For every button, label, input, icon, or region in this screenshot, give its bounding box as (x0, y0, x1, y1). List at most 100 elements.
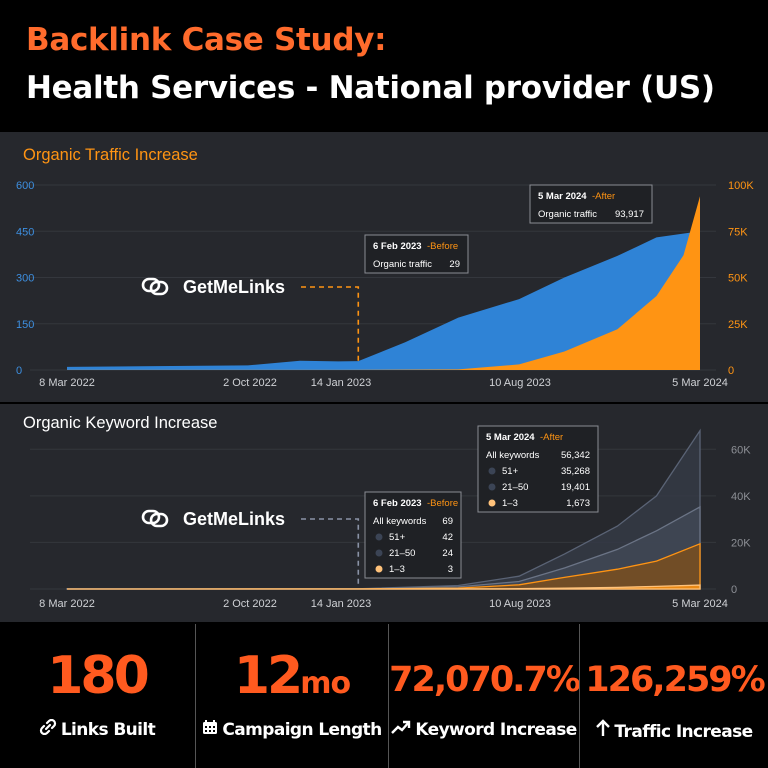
tooltip-row-label: 21–50 (502, 482, 528, 493)
brand-name: GetMeLinks (183, 509, 285, 529)
brand-name: GetMeLinks (183, 277, 285, 297)
stat-value-row: 12mo (196, 646, 388, 706)
tooltip-row-label: 1–3 (502, 498, 518, 509)
x-tick: 8 Mar 2022 (39, 377, 95, 389)
x-tick: 10 Aug 2023 (489, 377, 551, 389)
x-tick: 5 Mar 2024 (672, 377, 728, 389)
tooltip-row-value: 19,401 (561, 482, 590, 493)
stat-label: Keyword Increase (415, 720, 577, 740)
traffic-series-blue (67, 231, 700, 370)
keyword-chart: 0 20K 40K 60K 8 Mar 2022 2 Oct 2022 14 Jan 202… (30, 425, 751, 610)
stat-value: 12 (233, 646, 303, 706)
arrow-up-icon (596, 719, 611, 742)
legend-dot (375, 533, 383, 541)
stat-traffic-increase: 126,259% Traffic Increase (579, 624, 768, 768)
stats-bar: 180 Links Built 12mo Campaign Length 72,… (0, 624, 768, 768)
tooltip-row-label: 51+ (502, 466, 519, 477)
tooltip-row-value: 29 (449, 259, 460, 270)
tooltip-tag: -After (540, 432, 563, 443)
x-tick: 14 Jan 2023 (311, 598, 372, 610)
x-tick: 5 Mar 2024 (672, 598, 728, 610)
tooltip-row-label: All keywords (486, 450, 540, 461)
y-right-tick: 50K (728, 273, 748, 285)
link-icon (39, 718, 57, 740)
tooltip-row-label: All keywords (373, 516, 427, 527)
stat-label-row: Traffic Increase (580, 719, 768, 742)
y-right-tick: 75K (728, 226, 748, 238)
y-left-tick: 300 (16, 273, 34, 285)
case-study-title: Backlink Case Study: (26, 22, 387, 58)
x-tick: 14 Jan 2023 (311, 377, 372, 389)
tooltip-row-label: 51+ (389, 532, 406, 543)
legend-dot (488, 467, 496, 475)
traffic-series-orange (67, 196, 700, 370)
stat-label: Traffic Increase (614, 722, 753, 742)
tooltip-row-label: 21–50 (389, 548, 415, 559)
stat-value: 180 (47, 646, 150, 706)
chart-tooltip: 5 Mar 2024 -After Organic traffic 93,917 (529, 184, 653, 224)
tooltip-row-value: 3 (448, 564, 453, 575)
trend-up-icon (391, 719, 411, 740)
y-right-tick: 60K (731, 444, 751, 456)
tooltip-row-value: 69 (442, 516, 453, 527)
chart-tooltip: 6 Feb 2023 -Before Organic traffic 29 (364, 234, 469, 274)
brand-logo: GetMeLinks (141, 277, 360, 362)
x-tick: 10 Aug 2023 (489, 598, 551, 610)
brand-logo: GetMeLinks (141, 509, 360, 586)
stat-campaign-length: 12mo Campaign Length (195, 624, 388, 768)
tooltip-row-value: 35,268 (561, 466, 590, 477)
x-tick: 2 Oct 2022 (223, 598, 277, 610)
y-left-tick: 150 (16, 319, 34, 331)
stat-links-built: 180 Links Built (0, 624, 194, 768)
tooltip-row-value: 24 (442, 548, 453, 559)
x-tick: 2 Oct 2022 (223, 377, 277, 389)
tooltip-tag: -Before (427, 498, 458, 509)
keyword-chart-panel: Organic Keyword Increase 0 20K 40K 60K 8 Mar… (0, 404, 768, 622)
stat-label-row: Keyword Increase (389, 719, 579, 740)
tooltip-row-label: Organic traffic (538, 209, 597, 220)
stat-label: Campaign Length (222, 720, 382, 740)
calendar-icon (202, 719, 218, 740)
tooltip-row-label: 1–3 (389, 564, 405, 575)
legend-dot (375, 549, 383, 557)
tooltip-row-value: 1,673 (566, 498, 590, 509)
y-left-tick: 0 (16, 365, 22, 377)
tooltip-row-value: 93,917 (615, 209, 644, 220)
stat-label: Links Built (60, 720, 156, 740)
case-study-subtitle: Health Services - National provider (US) (26, 70, 715, 106)
stat-label-row: Campaign Length (196, 719, 388, 740)
campaign-start-marker (301, 518, 360, 586)
tooltip-tag: -Before (427, 241, 458, 252)
tooltip-date: 6 Feb 2023 (373, 241, 422, 252)
chain-icon (141, 277, 169, 296)
keyword-series (67, 584, 701, 590)
legend-dot (375, 565, 383, 573)
y-right-tick: 25K (728, 319, 748, 331)
keyword-chart-title: Organic Keyword Increase (23, 414, 218, 432)
traffic-chart-title: Organic Traffic Increase (23, 146, 198, 164)
tooltip-row-label: Organic traffic (373, 259, 432, 270)
stat-unit: mo (300, 666, 351, 701)
tooltip-row-value: 56,342 (561, 450, 590, 461)
y-right-tick: 0 (728, 365, 734, 377)
legend-dot (488, 499, 496, 507)
legend-dot (488, 483, 496, 491)
campaign-start-marker (301, 286, 360, 362)
tooltip-row-value: 42 (442, 532, 453, 543)
tooltip-date: 5 Mar 2024 (486, 432, 535, 443)
stat-label-row: Links Built (0, 718, 194, 740)
y-right-tick: 0 (731, 584, 737, 596)
y-left-tick: 450 (16, 226, 34, 238)
stat-value: 72,070.7% (389, 660, 581, 700)
tooltip-date: 6 Feb 2023 (373, 498, 422, 509)
tooltip-tag: -After (592, 191, 615, 202)
traffic-chart: 0 150 300 450 600 0 25K 50K 75K 100K 8 Mar 2022 2 O… (16, 180, 754, 389)
traffic-chart-panel: Organic Traffic Increase 0 150 300 450 600 0 2… (0, 132, 768, 402)
y-right-tick: 20K (731, 537, 751, 549)
y-left-tick: 600 (16, 180, 34, 192)
x-tick: 8 Mar 2022 (39, 598, 95, 610)
y-right-tick: 40K (731, 491, 751, 503)
stat-value: 126,259% (585, 660, 765, 700)
